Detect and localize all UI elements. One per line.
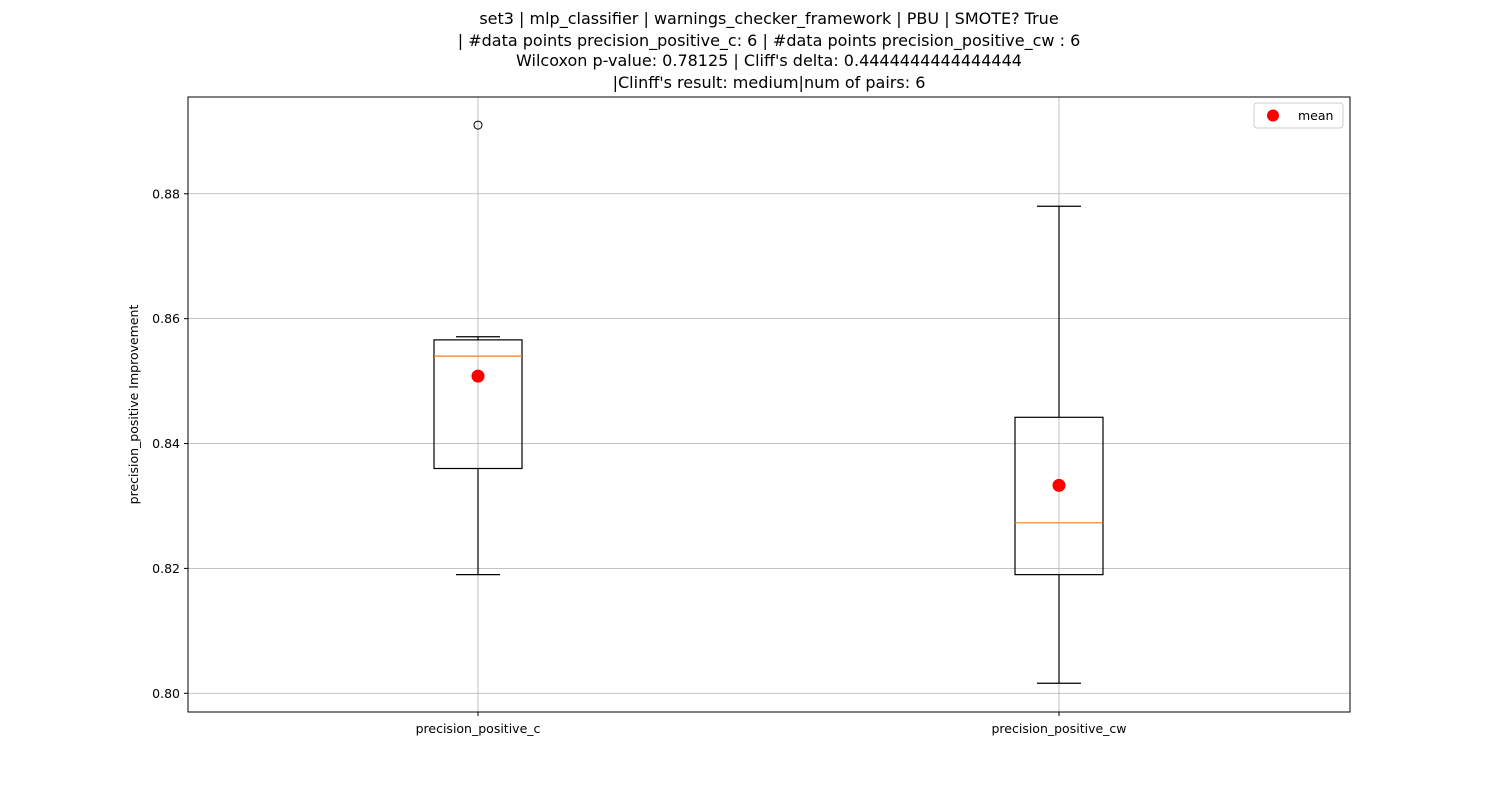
chart-title-line-3: Wilcoxon p-value: 0.78125 | Cliff's delt… [516, 51, 1022, 70]
y-tick-label: 0.88 [152, 186, 180, 201]
outlier-point [473, 120, 483, 130]
y-axis-label: precision_positive Improvement [126, 305, 141, 505]
box-iqr [1014, 416, 1104, 576]
legend-label: mean [1298, 108, 1333, 123]
legend-box [1253, 102, 1344, 129]
y-tick-label: 0.84 [152, 436, 180, 451]
x-tick-label: precision_positive_c [416, 721, 541, 736]
chart-title-line-4: |Clinff's result: medium|num of pairs: 6 [612, 73, 926, 92]
mean-point [1052, 478, 1066, 492]
y-tick-label: 0.86 [152, 311, 180, 326]
y-tick-label: 0.80 [152, 686, 180, 701]
box-iqr [433, 339, 523, 470]
y-tick-label: 0.82 [152, 561, 180, 576]
chart-title-line-1: set3 | mlp_classifier | warnings_checker… [479, 9, 1059, 28]
legend-mean-marker [1267, 109, 1279, 122]
x-tick-label: precision_positive_cw [991, 721, 1126, 736]
chart-title-line-2: | #data points precision_positive_c: 6 |… [457, 31, 1081, 50]
mean-point [471, 369, 485, 383]
plot-frame [187, 96, 1351, 713]
